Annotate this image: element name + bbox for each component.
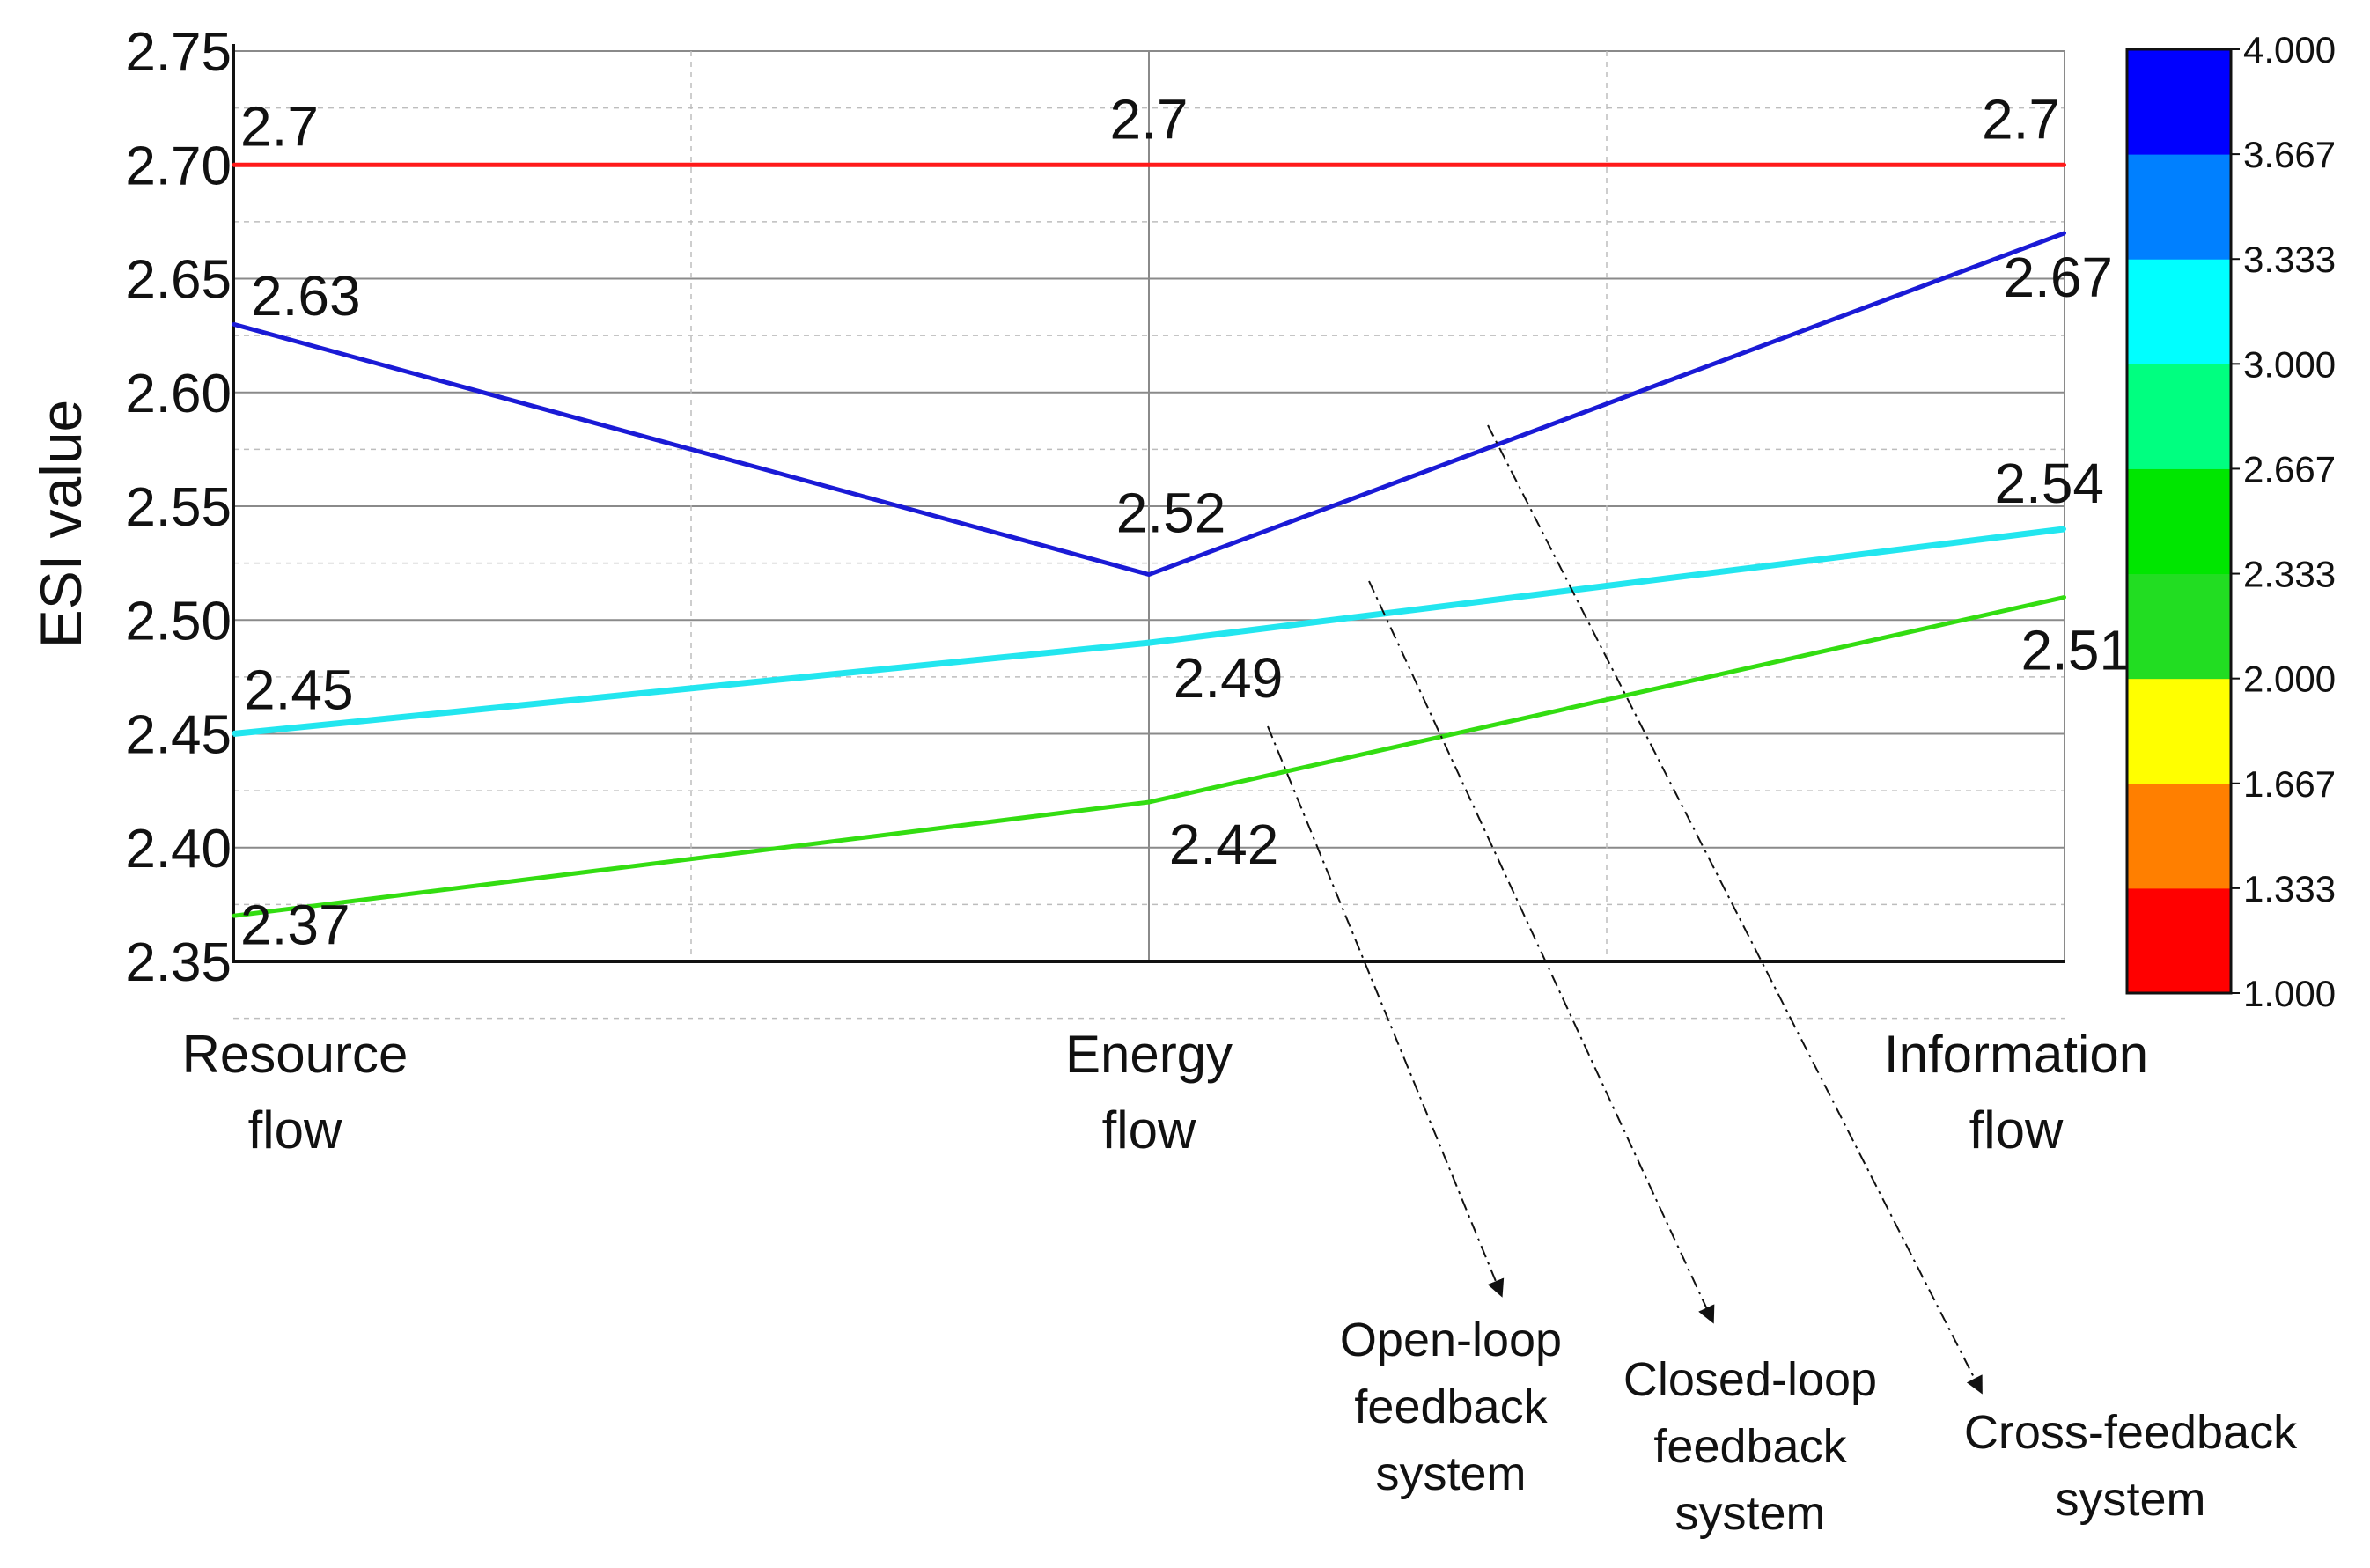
annotation-label: Closed-loop feedback system (1623, 1353, 1877, 1540)
colorbar-tick-label: 3.333 (2243, 239, 2336, 280)
y-tick-label: 2.40 (125, 819, 232, 880)
y-tick-label: 2.35 (125, 932, 232, 993)
data-point (232, 163, 235, 167)
annotation-label-line: system (2055, 1473, 2205, 1526)
data-label: 2.63 (251, 264, 361, 328)
x-category-label: Energy flow (1065, 1025, 1233, 1159)
y-tick-label: 2.60 (125, 364, 232, 424)
data-point (232, 914, 235, 918)
annotation-arrow (1267, 725, 1505, 1298)
colorbar-tick-label: 1.000 (2243, 973, 2336, 1014)
colorbar-tick-label: 1.667 (2243, 763, 2336, 805)
annotation-arrow (1487, 424, 1983, 1395)
data-point (2063, 231, 2066, 235)
annotation-arrow (1368, 580, 1715, 1324)
data-point (232, 322, 235, 327)
x-category-label: Resource flow (182, 1025, 408, 1159)
data-label: 2.37 (240, 893, 350, 956)
x-category-label-line: Information (1884, 1025, 2148, 1084)
data-point (2063, 163, 2066, 167)
series-lines (232, 162, 2066, 918)
data-point (1147, 572, 1151, 577)
colorbar: 1.000 1.333 1.667 2.000 2.333 2.667 3.000 3.333… (2125, 29, 2336, 1014)
y-tick-label: 2.50 (125, 591, 232, 651)
data-point (1147, 163, 1151, 167)
y-tick-label: 2.55 (125, 477, 232, 538)
data-point (232, 732, 235, 736)
data-label: 2.52 (1116, 482, 1226, 545)
colorbar-tick-label: 2.667 (2243, 448, 2336, 490)
data-label: 2.7 (240, 94, 319, 158)
x-category-label-line: Energy (1065, 1025, 1233, 1084)
colorbar-border (2125, 48, 2233, 995)
data-label: 2.7 (1110, 87, 1189, 151)
colorbar-tick-label: 4.000 (2243, 29, 2336, 70)
y-tick-label: 2.70 (125, 136, 232, 196)
data-point (2063, 595, 2066, 600)
colorbar-band (2127, 259, 2231, 364)
y-tick-label: 2.75 (125, 22, 232, 83)
x-category-label-line: flow (1102, 1101, 1196, 1159)
y-tick-label: 2.65 (125, 250, 232, 311)
colorbar-tick-label: 3.000 (2243, 343, 2336, 385)
annotation-label-line: system (1375, 1447, 1526, 1500)
data-label: 2.51 (2020, 618, 2131, 681)
y-axis-title: ESI value (28, 400, 93, 649)
data-label: 2.67 (2003, 246, 2113, 309)
annotations: Open-loop feedback system Closed-loop feedba… (1267, 424, 2298, 1540)
annotation-label-line: feedback (1354, 1380, 1548, 1433)
data-point (1147, 800, 1151, 805)
annotation-label-line: Cross-feedback (1964, 1406, 2298, 1459)
data-point (2063, 526, 2066, 531)
data-point (1147, 641, 1151, 645)
annotation-label-line: system (1674, 1487, 1825, 1540)
colorbar-band (2127, 887, 2231, 994)
colorbar-band (2127, 154, 2231, 260)
annotation-label-line: Closed-loop (1623, 1353, 1877, 1406)
data-label: 2.54 (1994, 452, 2104, 515)
data-label: 2.7 (1982, 87, 2060, 151)
colorbar-band (2127, 364, 2231, 469)
x-category-label-line: flow (1969, 1101, 2064, 1159)
colorbar-band (2127, 783, 2231, 889)
data-label: 2.49 (1174, 646, 1284, 710)
colorbar-tick-label: 3.667 (2243, 134, 2336, 175)
x-category-label-line: Resource (182, 1025, 408, 1084)
data-label: 2.42 (1169, 813, 1279, 876)
x-category-label: Information flow (1884, 1025, 2148, 1159)
colorbar-band (2127, 49, 2231, 155)
colorbar-band (2127, 678, 2231, 784)
axes: 2.352.402.452.502.552.602.652.702.75ESI … (28, 22, 2148, 1159)
colorbar-band (2127, 468, 2231, 575)
colorbar-band (2127, 573, 2231, 680)
data-labels: 2.7 2.7 2.7 2.63 2.52 2.67 2.45 2.49 2.54 2.37 2.4… (240, 87, 2131, 956)
y-tick-label: 2.45 (125, 705, 232, 766)
annotation-label-line: feedback (1653, 1420, 1847, 1473)
annotation-label-line: Open-loop (1340, 1314, 1562, 1366)
data-label: 2.45 (244, 659, 354, 722)
colorbar-tick-label: 2.000 (2243, 659, 2336, 700)
annotation-label: Open-loop feedback system (1340, 1314, 1562, 1500)
annotation-label: Cross-feedback system (1964, 1406, 2298, 1526)
x-category-label-line: flow (248, 1101, 342, 1159)
colorbar-tick-label: 2.333 (2243, 554, 2336, 595)
colorbar-tick-label: 1.333 (2243, 868, 2336, 909)
